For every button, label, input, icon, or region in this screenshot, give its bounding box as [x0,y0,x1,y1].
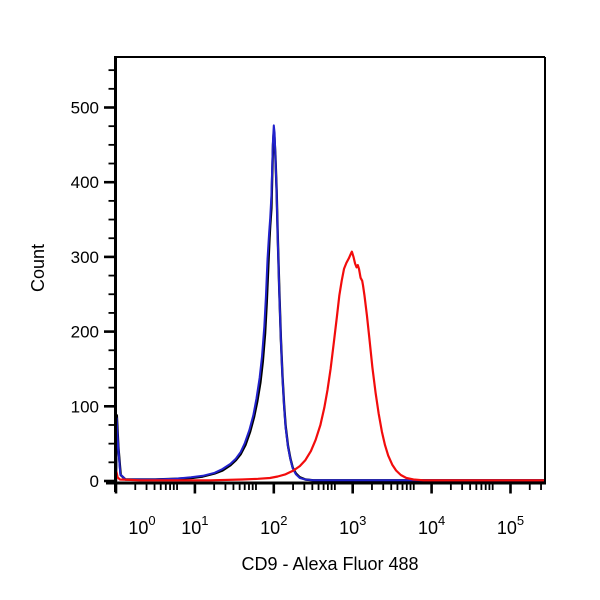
curve-control-blue [115,124,546,482]
axis-ticks [104,69,542,494]
y-tick-label: 0 [90,472,99,491]
x-tick-label: 101 [181,513,208,538]
curve-cd9-red [114,250,546,483]
axis-tick-labels: 100 101 102 103 104 105 0 100 200 300 400 500 [71,99,525,539]
plot-frame [106,56,546,492]
x-tick-label: 104 [418,513,445,538]
y-tick-label: 400 [71,173,99,192]
histogram-curves [114,124,546,483]
y-tick-label: 500 [71,99,99,118]
x-tick-label: 105 [497,513,524,538]
x-tick-label: 103 [339,513,366,538]
y-tick-label: 300 [71,248,99,267]
x-axis-title: CD9 - Alexa Fluor 488 [241,554,418,574]
x-tick-label: 102 [260,513,287,538]
y-tick-label: 100 [71,397,99,416]
y-axis-title: Count [28,244,48,292]
x-tick-label: 100 [128,513,155,538]
y-tick-label: 200 [71,323,99,342]
